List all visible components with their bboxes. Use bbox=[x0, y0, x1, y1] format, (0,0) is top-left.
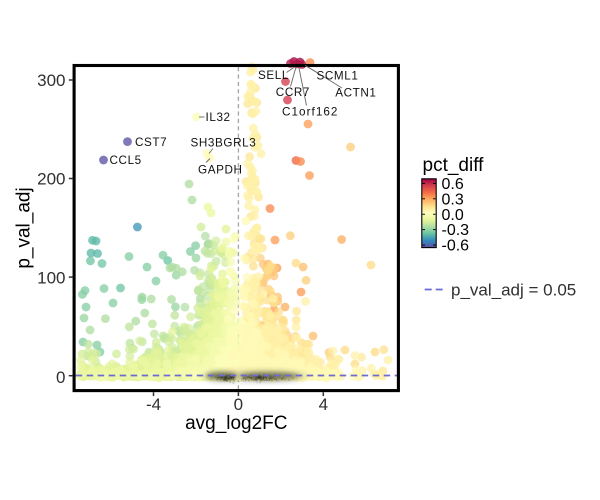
svg-text:CCR7: CCR7 bbox=[276, 86, 310, 99]
svg-text:300: 300 bbox=[37, 71, 65, 90]
svg-text:ACTN1: ACTN1 bbox=[335, 87, 376, 100]
svg-text:0.0: 0.0 bbox=[442, 207, 464, 224]
svg-text:avg_log2FC: avg_log2FC bbox=[185, 413, 287, 434]
svg-text:IL32: IL32 bbox=[206, 111, 231, 124]
svg-text:C1orf162: C1orf162 bbox=[282, 105, 338, 118]
svg-text:-4: -4 bbox=[146, 395, 161, 414]
svg-text:4: 4 bbox=[319, 395, 328, 414]
svg-text:200: 200 bbox=[37, 170, 65, 189]
svg-text:SCML1: SCML1 bbox=[317, 70, 359, 83]
svg-text:CCL5: CCL5 bbox=[110, 154, 142, 167]
svg-text:CST7: CST7 bbox=[135, 136, 167, 149]
svg-text:pct_diff: pct_diff bbox=[423, 155, 485, 176]
svg-text:-0.3: -0.3 bbox=[442, 222, 470, 239]
svg-text:p_val_adj: p_val_adj bbox=[14, 187, 35, 268]
svg-text:-0.6: -0.6 bbox=[442, 238, 470, 255]
svg-text:SELL: SELL bbox=[258, 69, 289, 82]
svg-text:SH3BGRL3: SH3BGRL3 bbox=[191, 136, 257, 149]
svg-text:0: 0 bbox=[234, 395, 243, 414]
svg-text:100: 100 bbox=[37, 268, 65, 287]
svg-text:0.6: 0.6 bbox=[442, 176, 464, 193]
svg-text:p_val_adj = 0.05: p_val_adj = 0.05 bbox=[451, 281, 576, 300]
svg-text:GAPDH: GAPDH bbox=[198, 164, 243, 177]
svg-text:0.3: 0.3 bbox=[442, 191, 464, 208]
svg-text:0: 0 bbox=[56, 368, 65, 387]
